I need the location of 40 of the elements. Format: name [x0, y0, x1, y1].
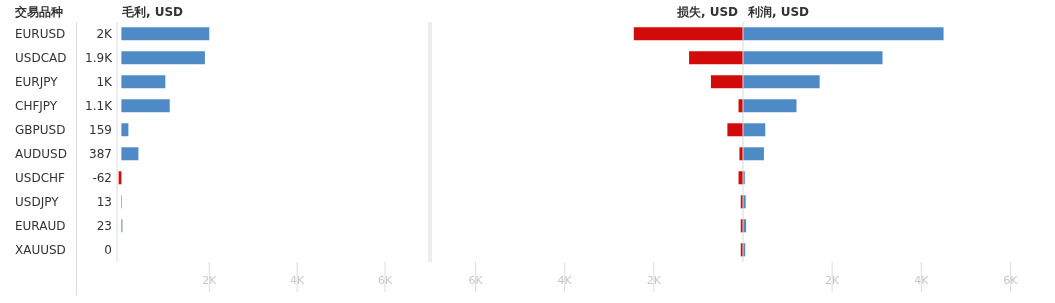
data-label: 1.1K: [85, 99, 114, 113]
series-label: 利润, USD: [748, 4, 810, 21]
data-label: -62: [92, 171, 112, 185]
data-label: 13: [96, 195, 112, 209]
y-tick-label: USDCAD: [15, 51, 67, 65]
bar: [121, 75, 166, 89]
bar: [121, 147, 139, 161]
data-label: 2K: [96, 27, 114, 41]
data-label: 159: [89, 123, 112, 137]
y-tick-label: USDCHF: [15, 171, 66, 185]
data-label: 1.9K: [85, 51, 114, 65]
y-tick-label: USDJPY: [15, 195, 60, 209]
bar: [727, 123, 743, 137]
data-label: 23: [96, 219, 112, 233]
bar: [743, 147, 764, 161]
y-tick-label: AUDUSD: [15, 147, 67, 161]
bar: [743, 27, 944, 41]
bar: [121, 123, 129, 137]
data-label: 0: [104, 243, 112, 257]
bar: [121, 27, 210, 41]
y-axis-title: 交易品种: [15, 4, 63, 21]
y-tick-label: EURAUD: [15, 219, 66, 233]
bar: [743, 99, 797, 113]
chart-title: 毛利, USD: [122, 4, 184, 21]
y-tick-label: GBPUSD: [15, 123, 66, 137]
bar: [743, 75, 820, 89]
data-label: 387: [89, 147, 112, 161]
bar: [689, 51, 743, 65]
y-tick-label: EURUSD: [15, 27, 66, 41]
bar: [633, 27, 743, 41]
series-label: 损失, USD: [676, 4, 738, 21]
bar: [710, 75, 743, 89]
bar: [743, 51, 883, 65]
y-tick-label: CHFJPY: [15, 99, 58, 113]
bar: [121, 51, 205, 65]
data-label: 1K: [96, 75, 114, 89]
y-tick-label: XAUUSD: [15, 243, 66, 257]
y-tick-label: EURJPY: [15, 75, 59, 89]
bar: [743, 123, 766, 137]
bar: [121, 99, 170, 113]
